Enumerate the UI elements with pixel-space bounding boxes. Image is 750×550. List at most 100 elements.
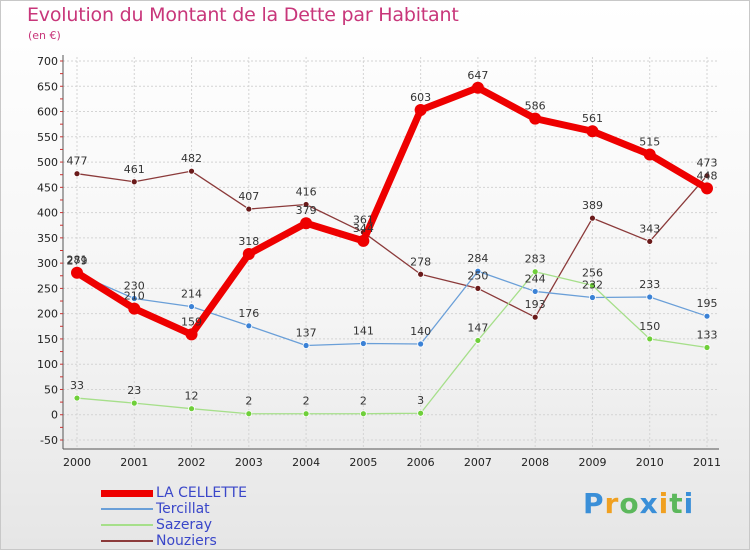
legend-label: Sazeray: [156, 517, 213, 533]
data-label: 379: [296, 204, 317, 217]
data-label: 159: [181, 315, 202, 328]
series-line-nouziers: [76, 170, 708, 318]
data-label: 150: [639, 320, 660, 333]
y-tick-label: 550: [37, 131, 58, 144]
data-label: 318: [238, 235, 259, 248]
data-point: [188, 167, 195, 175]
data-label: 284: [467, 252, 488, 265]
data-label: 147: [467, 321, 488, 334]
x-tick-label: 2005: [349, 456, 377, 469]
data-point: [130, 295, 138, 302]
data-label: 343: [639, 222, 660, 235]
series-line-la-cellette: [73, 84, 711, 338]
data-label: 283: [525, 253, 546, 266]
x-tick-label: 2006: [407, 456, 435, 469]
chart-subtitle: (en €): [28, 29, 61, 42]
data-point: [359, 340, 367, 347]
data-label: 361: [353, 213, 374, 226]
data-point: [474, 284, 482, 292]
data-point: [703, 344, 711, 351]
legend-item-tercillat: Tercillat: [101, 501, 341, 517]
data-label: 407: [238, 190, 259, 203]
data-label: 515: [639, 135, 660, 148]
data-label: 210: [124, 290, 145, 303]
data-point: [130, 178, 138, 186]
legend-swatch: [101, 508, 153, 510]
data-point: [188, 405, 195, 413]
data-point: [245, 322, 253, 330]
data-label: 2: [303, 395, 310, 408]
series-line-tercillat: [76, 270, 708, 347]
logo-letter: P: [583, 487, 605, 520]
x-tick-label: 2008: [521, 456, 549, 469]
x-tick-label: 2011: [693, 456, 721, 469]
data-label: 140: [410, 325, 431, 338]
data-point: [245, 205, 253, 213]
data-label: 3: [417, 394, 424, 407]
y-tick-label: 150: [37, 333, 58, 346]
data-point: [703, 172, 711, 180]
legend-swatch: [101, 540, 153, 542]
data-point: [531, 288, 539, 295]
y-tick-label: 350: [37, 232, 58, 245]
legend-item-nouziers: Nouziers: [101, 533, 341, 549]
data-label: 250: [467, 269, 488, 282]
data-label: 482: [181, 152, 202, 165]
data-point: [302, 410, 310, 418]
data-point: [188, 303, 195, 310]
data-point: [643, 148, 656, 161]
data-label: 389: [582, 199, 603, 212]
data-point: [357, 234, 370, 247]
data-point: [417, 409, 425, 417]
data-point: [185, 328, 198, 341]
data-label: 416: [296, 186, 317, 199]
data-point: [701, 182, 713, 195]
data-label: 12: [185, 390, 199, 403]
data-point: [531, 313, 539, 321]
data-point: [589, 294, 596, 301]
data-label: 256: [582, 266, 603, 279]
data-point: [73, 394, 81, 402]
series: [71, 81, 713, 418]
data-label: 232: [582, 278, 603, 291]
x-tick-label: 2002: [178, 456, 206, 469]
data-label: 233: [639, 278, 660, 291]
y-tick-label: 650: [37, 80, 58, 93]
data-point: [130, 399, 138, 407]
series-line-sazeray: [76, 271, 708, 415]
y-tick-label: 200: [37, 308, 58, 321]
logo-letter: x: [639, 487, 659, 520]
data-point: [73, 170, 81, 178]
data-point: [71, 266, 83, 279]
data-point: [589, 281, 596, 289]
data-point: [128, 302, 141, 315]
data-point: [471, 81, 484, 94]
x-tick-label: 2007: [464, 456, 492, 469]
logo-letter: o: [619, 487, 640, 520]
data-point: [245, 410, 253, 418]
data-label: 214: [181, 288, 202, 301]
data-label: 603: [410, 91, 431, 104]
data-point: [242, 248, 255, 261]
x-tick-label: 2000: [63, 456, 91, 469]
logo-letter: r: [604, 487, 620, 520]
data-label: 230: [124, 280, 145, 293]
data-label: 193: [525, 298, 546, 311]
y-tick-label: -50: [40, 434, 58, 447]
data-label: 586: [525, 100, 546, 113]
data-label: 141: [353, 324, 374, 337]
data-point: [531, 268, 539, 276]
data-label: 133: [697, 329, 718, 342]
data-point: [300, 217, 313, 230]
legend-label: LA CELLETTE: [156, 485, 247, 501]
data-point: [302, 201, 310, 208]
data-label: 195: [697, 297, 718, 310]
x-axis: 2000 2001 2002 2003 2004 2005 2006 2007 2008 2009…: [63, 448, 721, 469]
data-point: [417, 270, 425, 278]
data-point: [589, 214, 596, 222]
grid: [63, 57, 719, 448]
data-point: [417, 340, 425, 348]
legend-swatch: [101, 524, 153, 526]
